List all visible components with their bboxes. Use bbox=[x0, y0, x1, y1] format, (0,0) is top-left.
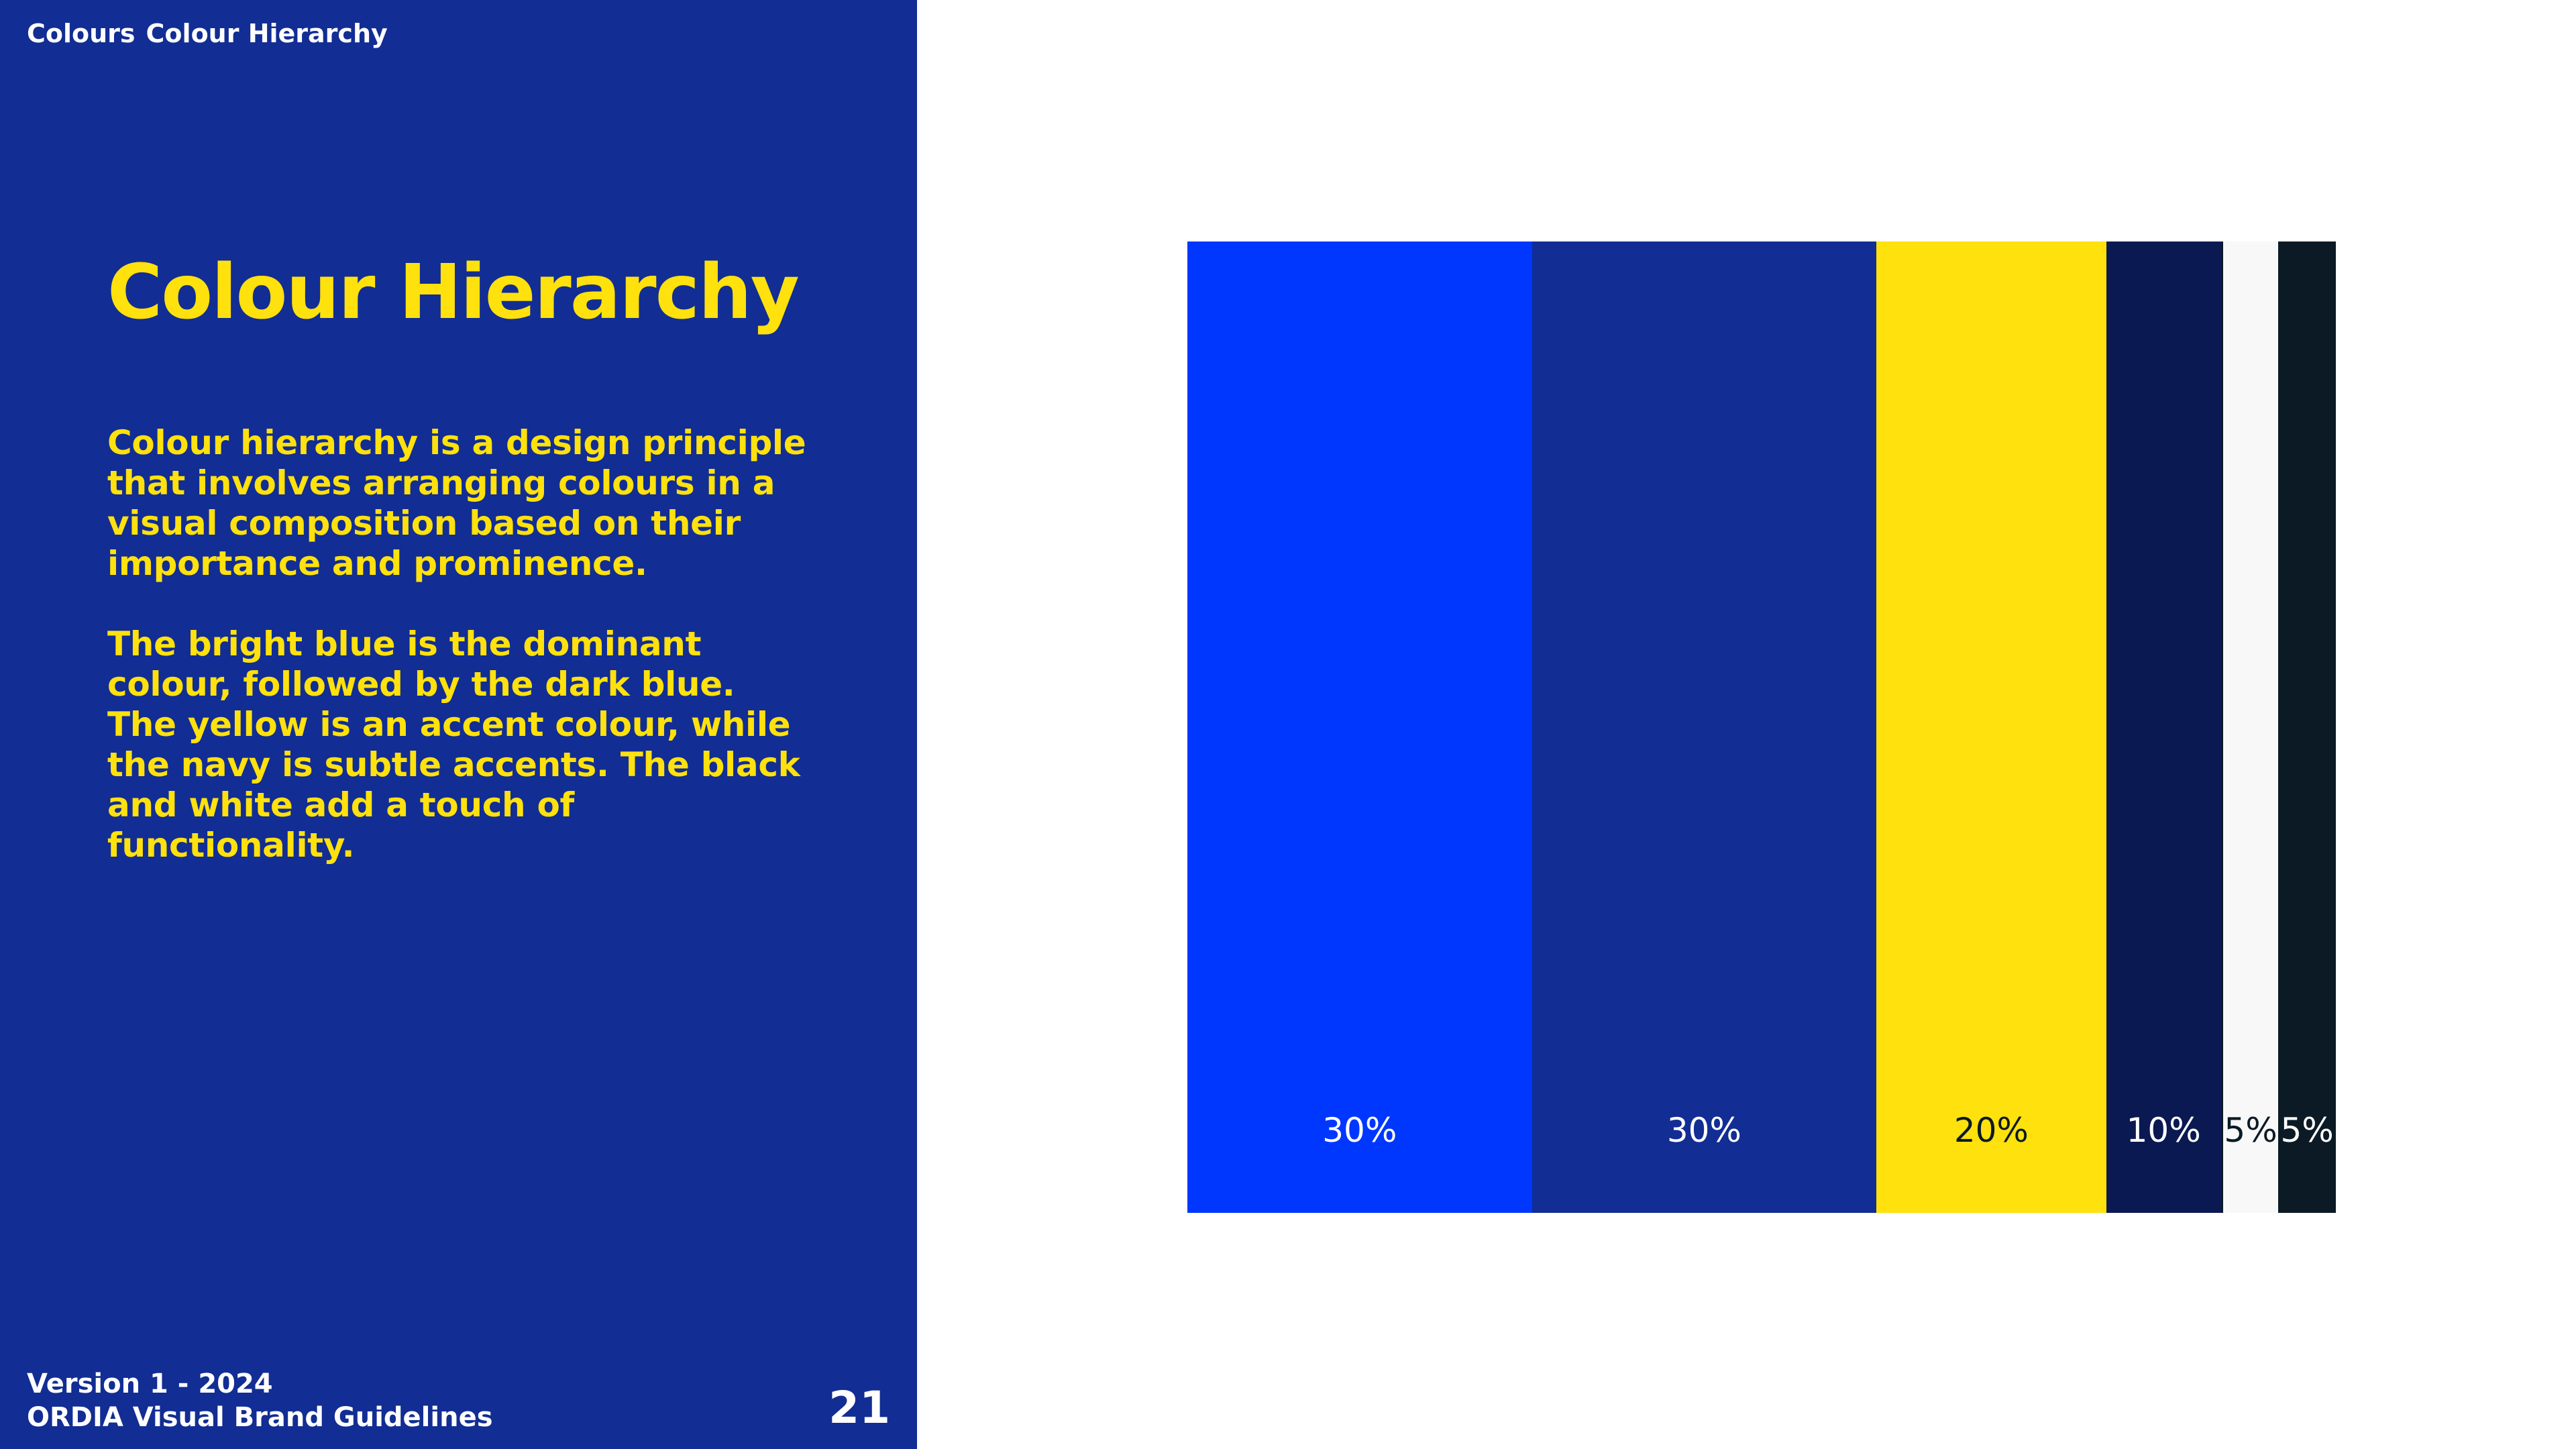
colour-bar-yellow: 20% bbox=[1876, 241, 2106, 1213]
colour-bar-bright-blue: 30% bbox=[1187, 241, 1532, 1213]
breadcrumb-section[interactable]: Colours bbox=[27, 19, 136, 48]
footer-document-title: ORDIA Visual Brand Guidelines bbox=[27, 1402, 493, 1433]
bar-label-bright-blue: 30% bbox=[1322, 1111, 1397, 1150]
page-title: Colour Hierarchy bbox=[107, 249, 800, 336]
bar-label-black: 5% bbox=[2280, 1111, 2334, 1150]
breadcrumb: Colours Colour Hierarchy bbox=[27, 19, 388, 48]
left-panel: Colours Colour Hierarchy Colour Hierarch… bbox=[0, 0, 917, 1449]
page-number: 21 bbox=[828, 1382, 890, 1434]
bar-label-yellow: 20% bbox=[1953, 1111, 2029, 1150]
bar-label-white: 5% bbox=[2224, 1111, 2277, 1150]
colour-bar-black: 5% bbox=[2278, 241, 2336, 1213]
hierarchy-paragraph: The bright blue is the dominant colour, … bbox=[107, 625, 800, 865]
bar-label-dark-blue: 30% bbox=[1666, 1111, 1741, 1150]
colour-bar-dark-blue: 30% bbox=[1532, 241, 1877, 1213]
intro-paragraph: Colour hierarchy is a design principle t… bbox=[107, 423, 806, 583]
footer-version: Version 1 - 2024 bbox=[27, 1368, 273, 1399]
colour-bar-navy: 10% bbox=[2106, 241, 2221, 1213]
bar-label-navy: 10% bbox=[2126, 1111, 2201, 1150]
colour-bar-white: 5% bbox=[2220, 241, 2279, 1213]
breadcrumb-page[interactable]: Colour Hierarchy bbox=[146, 19, 388, 48]
colour-proportion-chart: 30% 30% 20% 10% 5% 5% bbox=[1187, 241, 2336, 1213]
